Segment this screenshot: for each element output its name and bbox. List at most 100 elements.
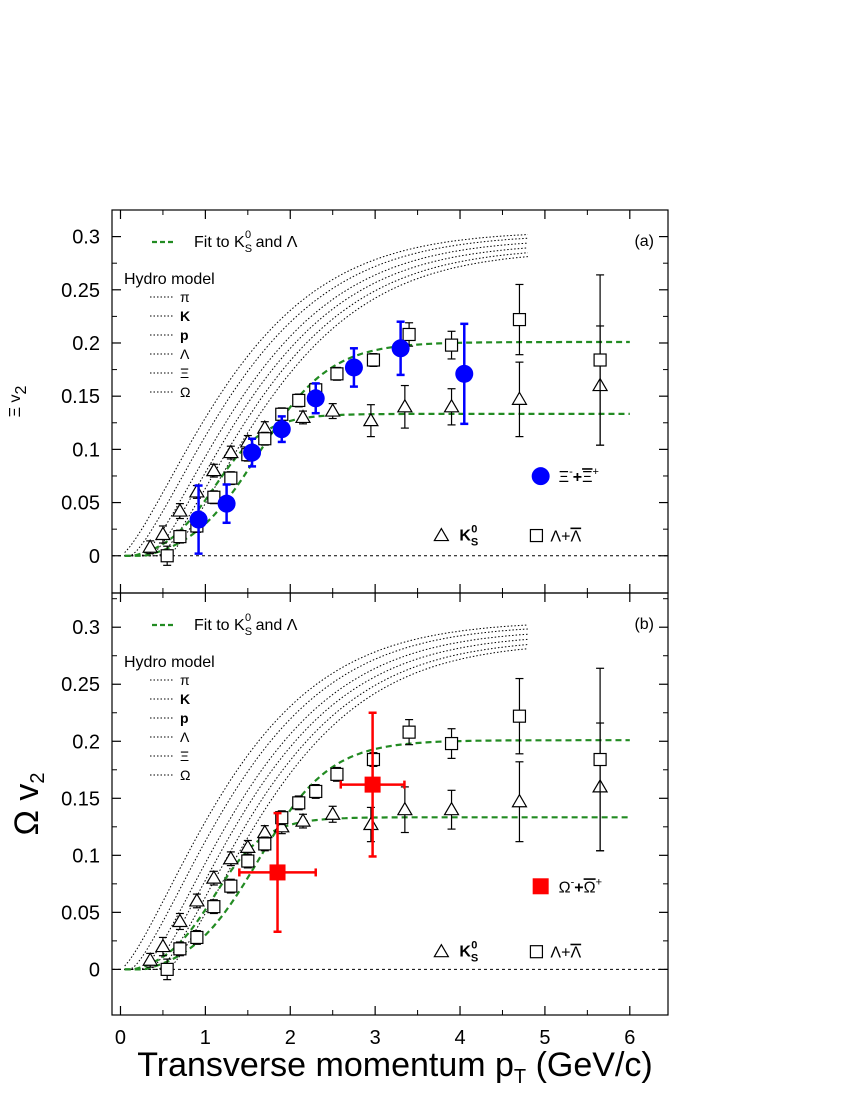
legend-bar-symbol: Ω [584,879,596,896]
hydro-legend-label: Λ [180,346,190,362]
point-k0s [294,812,312,827]
point-k0s [188,892,205,907]
point-k0s [171,502,188,517]
point-xi [189,510,208,529]
point-lambda [190,930,204,945]
fit-legend-text: Fit to K [194,234,245,251]
point-lambda [160,962,174,976]
plot-frame [111,592,669,1016]
legend-lambda-label: Λ+Λ [550,945,581,962]
x-tick-label: 3 [370,1027,381,1049]
point-k0s [324,806,341,820]
point-lambda [402,327,416,342]
point-k0s [294,409,312,424]
legend-k0s-marker [433,527,450,542]
point-lambda [444,338,459,352]
panel-label: (a) [634,233,654,250]
point-k0s [171,913,188,928]
point-k0s [256,419,273,434]
hydro-legend-label: π [180,672,190,688]
point-k0s [154,526,171,541]
fit-legend-tail: and Λ [251,617,298,634]
legend-lambda-label: Λ+Λ [550,529,581,546]
x-tick-label: 0 [115,1027,126,1049]
point-lambda [173,530,187,544]
fit-legend-sup: 0 [245,612,251,624]
legend-k0s-label: KS0 [459,940,478,965]
point-k0s [205,869,222,884]
hydro-legend-title: Hydro model [124,271,215,288]
point-xi [455,364,474,383]
hydro-legend-label: Ξ [180,748,189,764]
y-tick-label: 0.05 [61,902,100,924]
y-tick-label: 0.15 [61,386,100,408]
point-omega [364,776,381,793]
hydro-curve-Ξ [124,644,528,970]
point-k0s [222,444,239,459]
y-axis-symbol: Ω [8,801,46,836]
hydro-curve-π [124,234,528,553]
legend-lambda-bar: Λ [570,945,581,962]
point-k0s [222,850,239,865]
point-xi [306,389,325,408]
y-tick-label: 0 [89,546,100,568]
legend-lambda: Λ+ [550,529,570,546]
hydro-legend-label: Ω [180,384,190,400]
y-tick-label: 0.2 [72,731,100,753]
legend-k-sup: 0 [471,940,477,952]
hydro-legend-label: p [180,327,189,343]
hydro-curve-Ω [124,648,528,970]
fit-legend-sup: 0 [245,229,251,241]
legend-k: K [459,528,471,545]
fit-legend-sub: S [245,626,252,638]
point-lambda [292,796,306,810]
point-lambda [593,353,607,367]
legend-sup2: + [596,876,602,888]
point-k0s [362,816,379,831]
legend-lambda-marker [529,528,544,543]
y-axis-v: v [7,395,24,403]
legend-symbol: Ω [559,879,571,896]
y-tick-label: 0.15 [61,788,100,810]
point-lambda [512,312,527,327]
point-k0s [396,398,413,413]
hydro-curve-Λ [124,638,528,970]
point-lambda [258,837,272,851]
x-tick-label: 2 [285,1027,296,1049]
y-tick-label: 0.2 [72,333,100,355]
x-axis-text: Transverse momentum p [137,1046,514,1084]
point-lambda [160,549,174,563]
panel-b: 0 0.05 0.1 0.15 0.2 0.25 0.3 0 1 2 3 4 5 6 (b) Fit to K… [8,592,669,1049]
point-k0s [154,938,171,953]
point-k0s [396,801,413,816]
point-k0s [443,398,460,413]
hydro-legend-label: p [180,710,189,726]
x-tick-label: 5 [539,1027,550,1049]
point-k0s [188,483,205,498]
legend-bar-symbol: Ξ [582,469,592,486]
panel-label: (b) [634,616,654,633]
y-tick-label: 0.3 [72,227,100,249]
point-xi [272,420,291,439]
legend-xi-marker [531,467,550,486]
y-axis-sub: 2 [13,386,30,395]
point-k0s [239,839,256,853]
y-axis-v: v [8,784,46,801]
hydro-legend-label: K [180,691,190,707]
y-tick-label: 0 [89,959,100,981]
point-lambda [224,879,238,893]
legend-k0s-marker [433,943,450,958]
y-tick-label: 0.25 [61,280,100,302]
legend-lambda-bar: Λ [570,529,581,546]
hydro-legend-label: K [180,308,190,324]
hydro-legend-label: π [180,289,190,305]
x-tick-label: 6 [624,1027,635,1049]
hydro-legend-label: Ξ [180,365,189,381]
point-lambda [241,854,255,868]
legend-sup: - [569,466,573,478]
legend-symbol: Ξ [559,469,569,486]
fit-legend-sub: S [245,243,252,255]
legend-k-sub: S [471,537,478,549]
legend-plus: + [574,879,583,896]
